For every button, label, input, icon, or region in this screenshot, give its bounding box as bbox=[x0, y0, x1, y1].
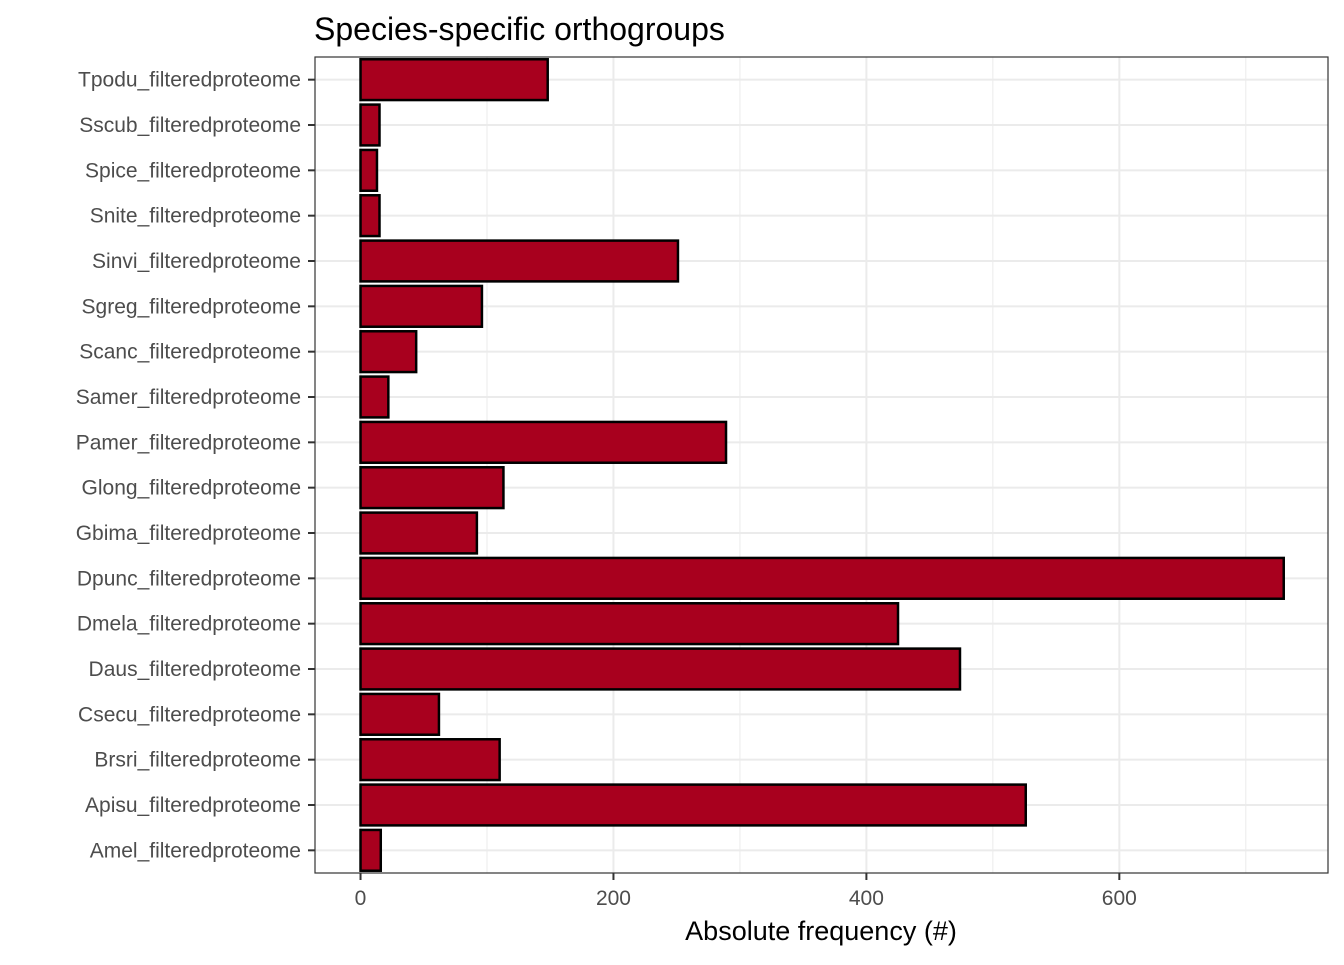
y-tick-label: Gbima_filteredproteome bbox=[76, 522, 301, 545]
y-tick-label: Dmela_filteredproteome bbox=[77, 613, 301, 636]
y-tick-label: Samer_filteredproteome bbox=[76, 386, 301, 409]
y-tick-label: Sinvi_filteredproteome bbox=[92, 250, 301, 273]
y-tick-label: Snite_filteredproteome bbox=[90, 205, 301, 228]
x-tick-label: 0 bbox=[355, 887, 367, 910]
y-tick-label: Sscub_filteredproteome bbox=[79, 114, 301, 137]
bar-Sscub_filteredproteome bbox=[359, 103, 381, 147]
bar-Apisu_filteredproteome bbox=[359, 783, 1027, 827]
y-tick-label: Apisu_filteredproteome bbox=[85, 794, 301, 817]
bar-Brsri_filteredproteome bbox=[359, 738, 501, 782]
x-axis: 0 200 400 600 bbox=[355, 873, 1137, 910]
x-tick-label: 200 bbox=[596, 887, 631, 910]
bar-Samer_filteredproteome bbox=[359, 375, 390, 419]
chart-title: Species-specific orthogroups bbox=[314, 11, 725, 47]
y-tick-label: Csecu_filteredproteome bbox=[78, 703, 301, 726]
bar-Daus_filteredproteome bbox=[359, 647, 962, 691]
bar-Amel_filteredproteome bbox=[359, 828, 383, 872]
bar-Csecu_filteredproteome bbox=[359, 692, 441, 736]
bar-Pamer_filteredproteome bbox=[359, 420, 728, 464]
x-axis-label: Absolute frequency (#) bbox=[685, 916, 957, 946]
y-tick-label: Amel_filteredproteome bbox=[90, 839, 301, 862]
bar-Scanc_filteredproteome bbox=[359, 330, 418, 374]
y-tick-label: Glong_filteredproteome bbox=[82, 477, 301, 500]
bar-Snite_filteredproteome bbox=[359, 194, 381, 238]
bar-Gbima_filteredproteome bbox=[359, 511, 479, 555]
x-tick-label: 400 bbox=[849, 887, 884, 910]
x-tick-label: 600 bbox=[1102, 887, 1137, 910]
y-tick-label: Tpodu_filteredproteome bbox=[78, 69, 301, 92]
bar-Tpodu_filteredproteome bbox=[359, 58, 549, 102]
y-tick-label: Daus_filteredproteome bbox=[89, 658, 301, 681]
y-tick-label: Brsri_filteredproteome bbox=[94, 749, 301, 772]
y-axis: Tpodu_filteredproteome Sscub_filteredprot… bbox=[76, 69, 315, 862]
y-tick-label: Scanc_filteredproteome bbox=[79, 341, 301, 364]
y-tick-label: Dpunc_filteredproteome bbox=[77, 567, 301, 590]
bar-Sinvi_filteredproteome bbox=[359, 239, 680, 283]
bar-Dpunc_filteredproteome bbox=[359, 556, 1285, 600]
bars bbox=[359, 58, 1285, 872]
bar-Spice_filteredproteome bbox=[359, 148, 379, 192]
bar-Dmela_filteredproteome bbox=[359, 602, 900, 646]
bar-Glong_filteredproteome bbox=[359, 466, 505, 510]
y-tick-label: Pamer_filteredproteome bbox=[76, 431, 301, 454]
y-tick-label: Spice_filteredproteome bbox=[85, 159, 301, 182]
bar-Sgreg_filteredproteome bbox=[359, 284, 484, 328]
y-tick-label: Sgreg_filteredproteome bbox=[82, 295, 301, 318]
plot-panel-border bbox=[314, 56, 1329, 874]
